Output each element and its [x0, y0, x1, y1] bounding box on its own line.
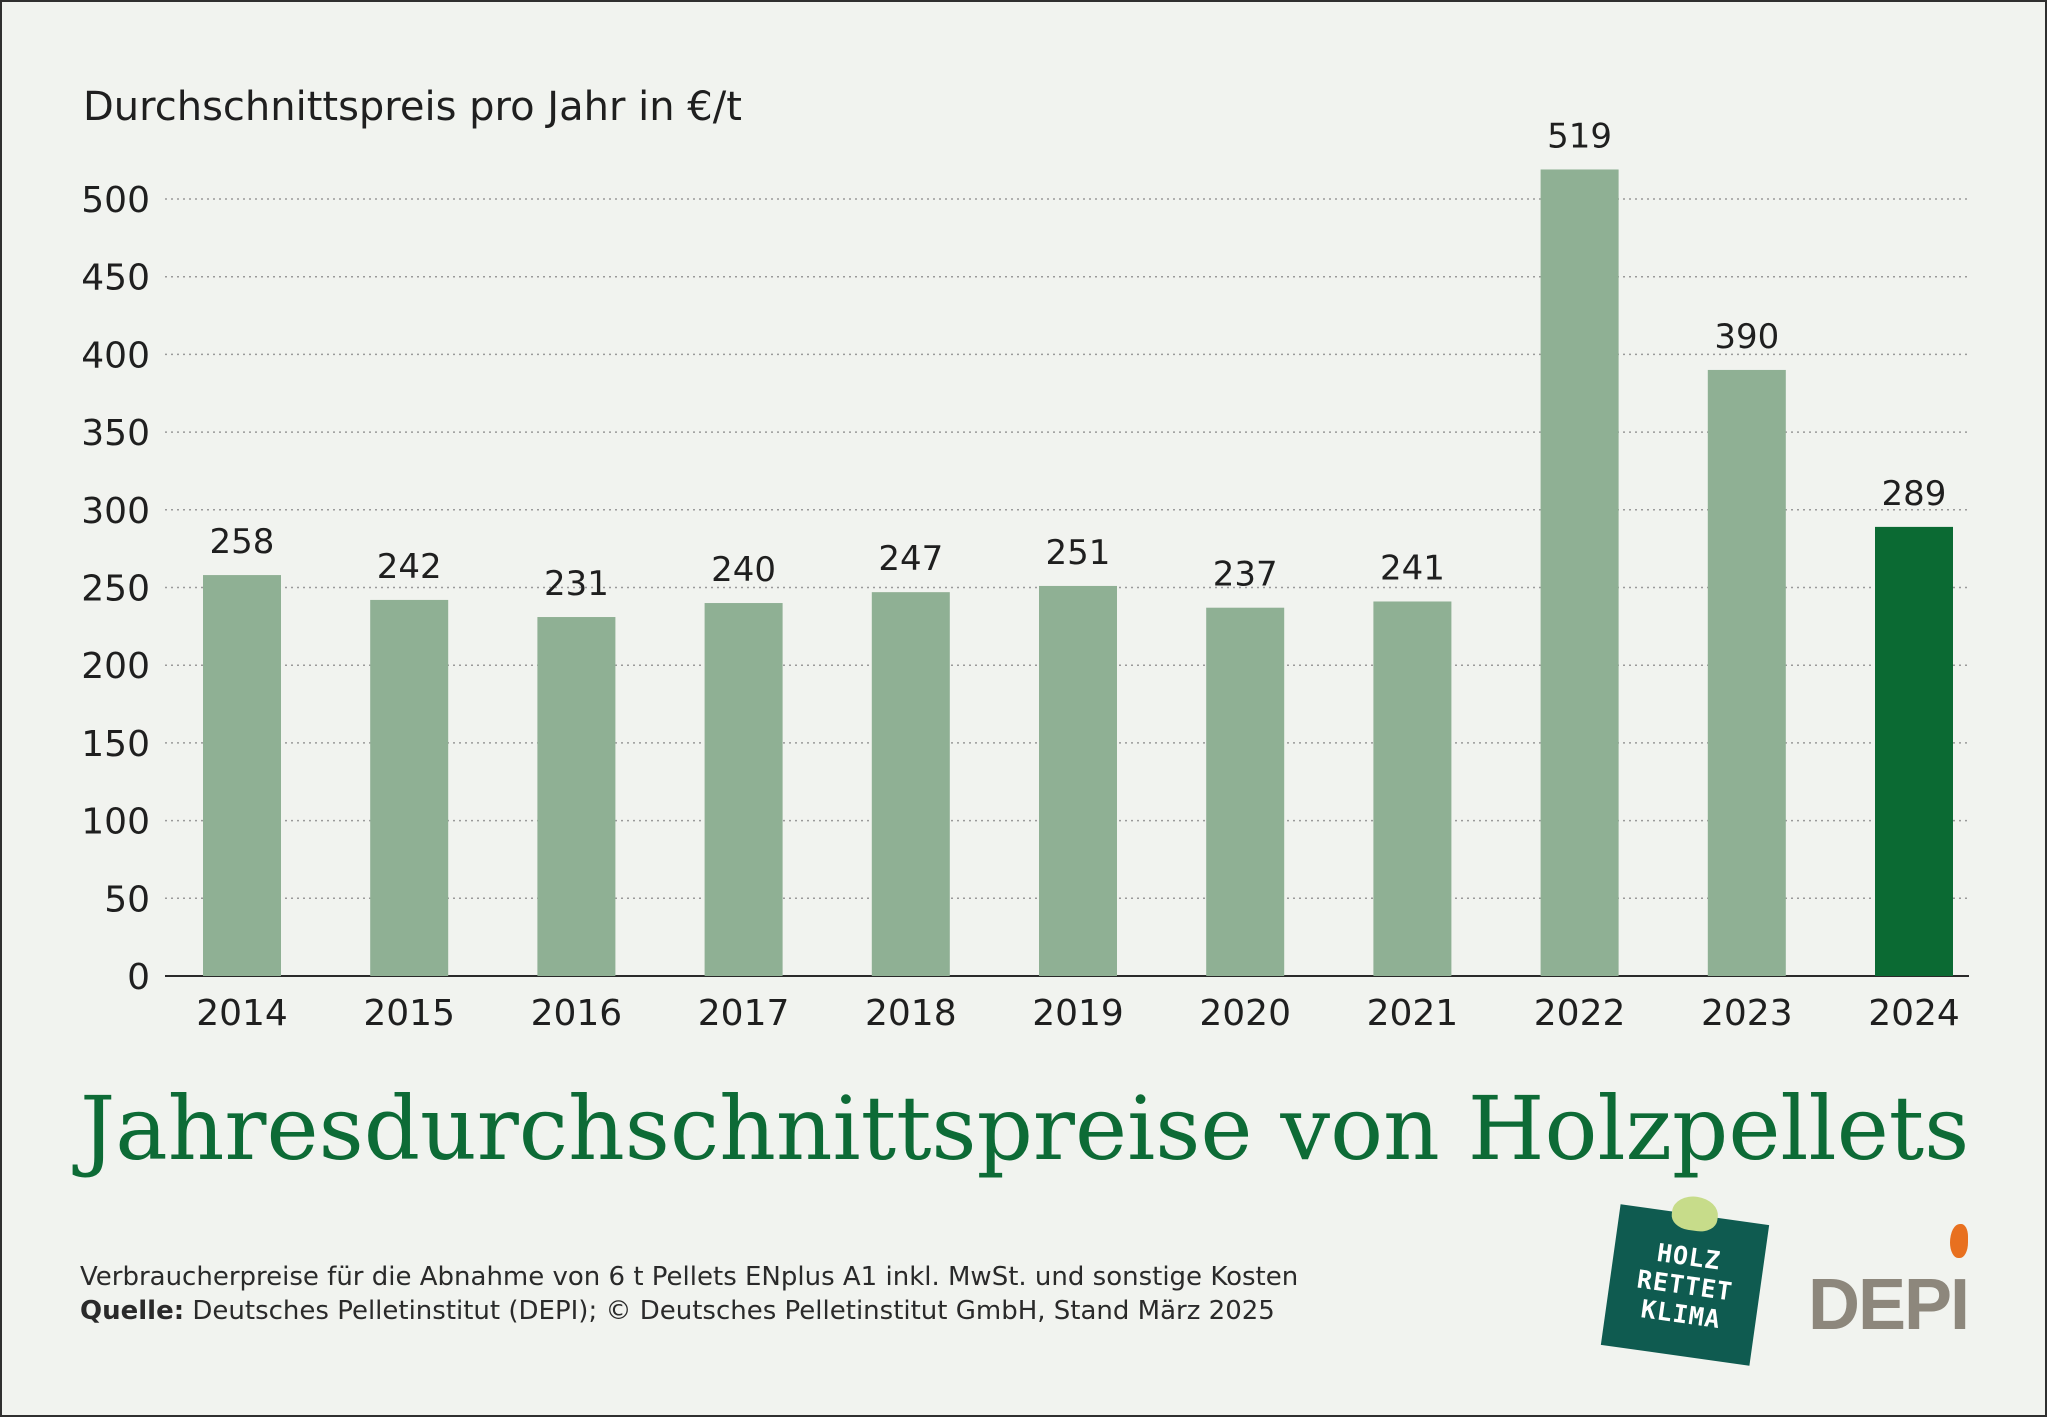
x-tick-label: 2015 [363, 993, 455, 1034]
source-text: Deutsches Pelletinstitut (DEPI); © Deuts… [184, 1296, 1275, 1326]
y-tick-label: 200 [81, 646, 150, 687]
y-tick-label: 450 [81, 258, 150, 299]
y-tick-label: 350 [81, 413, 150, 454]
source-line: Quelle: Deutsches Pelletinstitut (DEPI);… [80, 1294, 1275, 1328]
y-tick-label: 50 [104, 879, 150, 920]
bar-2022 [1540, 169, 1619, 976]
holz-rettet-klima-logo: HOLZ RETTET KLIMA [1600, 1193, 1770, 1366]
x-tick-label: 2014 [196, 993, 288, 1034]
x-tick-label: 2018 [865, 993, 957, 1034]
x-tick-label: 2016 [531, 993, 623, 1034]
bar-2019 [1039, 585, 1117, 976]
y-axis-label: Durchschnittspreis pro Jahr in €/t [83, 84, 742, 130]
x-tick-label: 2021 [1367, 993, 1459, 1034]
data-label: 247 [878, 539, 943, 579]
y-tick-label: 300 [81, 491, 150, 532]
data-label: 390 [1714, 317, 1779, 357]
flame-icon [1950, 1224, 1969, 1258]
source-label: Quelle: [80, 1296, 185, 1326]
data-label: 251 [1046, 533, 1111, 573]
bar-2018 [871, 592, 950, 976]
bar-2017 [704, 603, 783, 976]
data-label: 240 [711, 550, 776, 590]
y-tick-label: 400 [81, 335, 150, 376]
bar-2016 [537, 617, 616, 976]
bar-2021 [1373, 601, 1452, 976]
data-label: 242 [377, 547, 442, 587]
data-label: 289 [1882, 474, 1947, 514]
y-tick-label: 500 [81, 180, 150, 221]
x-tick-label: 2019 [1032, 993, 1124, 1034]
y-tick-label: 0 [127, 957, 150, 998]
x-tick-label: 2024 [1868, 993, 1960, 1034]
bar-2020 [1206, 607, 1285, 976]
x-tick-label: 2023 [1701, 993, 1793, 1034]
data-label: 237 [1213, 555, 1278, 595]
data-label: 258 [210, 522, 275, 562]
x-tick-label: 2020 [1199, 993, 1291, 1034]
y-tick-label: 100 [81, 802, 150, 843]
x-tick-label: 2017 [698, 993, 790, 1034]
data-label: 241 [1380, 548, 1445, 588]
depi-logo: DEPI [1808, 1224, 1970, 1346]
y-tick-label: 250 [81, 569, 150, 610]
footnote: Verbraucherpreise für die Abnahme von 6 … [80, 1262, 1299, 1292]
data-label: 519 [1547, 116, 1612, 156]
x-tick-label: 2022 [1534, 993, 1626, 1034]
y-tick-label: 150 [81, 724, 150, 765]
chart-title: Jahresdurchschnittspreise von Holzpellet… [80, 1077, 1970, 1180]
bar-2014 [203, 575, 281, 976]
bar-2023 [1707, 369, 1786, 976]
bar-2024 [1875, 526, 1953, 976]
depi-logo-text: DEPI [1808, 1265, 1970, 1345]
bar-2015 [370, 599, 449, 976]
data-label: 231 [544, 564, 609, 604]
